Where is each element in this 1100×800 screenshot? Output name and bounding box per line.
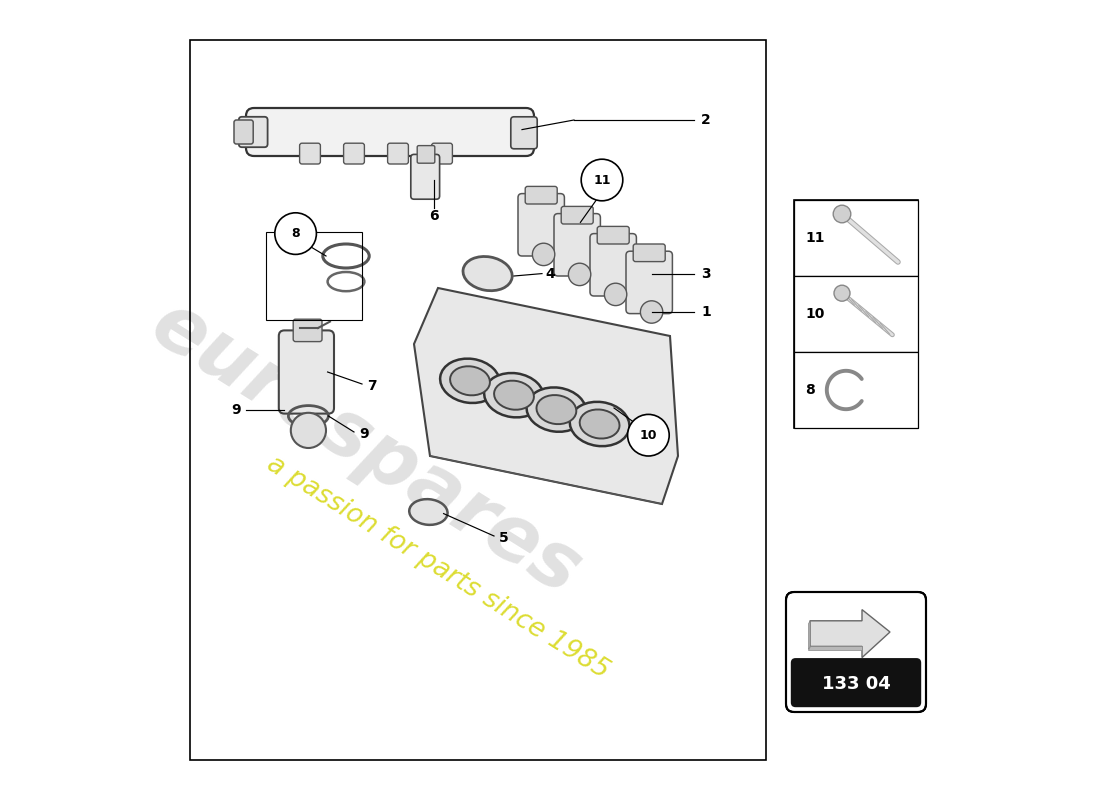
Bar (794, 200, 918, 276)
Bar (794, 200, 918, 428)
Polygon shape (808, 621, 810, 650)
FancyBboxPatch shape (299, 143, 320, 164)
Ellipse shape (570, 402, 629, 446)
FancyBboxPatch shape (246, 108, 534, 156)
Ellipse shape (580, 410, 619, 438)
FancyBboxPatch shape (791, 658, 921, 707)
FancyBboxPatch shape (590, 234, 637, 296)
FancyBboxPatch shape (278, 330, 334, 414)
Text: 1: 1 (701, 305, 711, 319)
Circle shape (581, 159, 623, 201)
Text: a passion for parts since 1985: a passion for parts since 1985 (262, 451, 614, 685)
Text: 8: 8 (805, 383, 815, 397)
Text: 4: 4 (546, 266, 554, 281)
FancyBboxPatch shape (554, 214, 601, 276)
Text: 11: 11 (805, 231, 825, 245)
Circle shape (628, 414, 669, 456)
FancyBboxPatch shape (343, 143, 364, 164)
FancyBboxPatch shape (417, 146, 434, 163)
FancyBboxPatch shape (234, 120, 253, 144)
Text: 11: 11 (593, 174, 611, 186)
Text: 3: 3 (701, 266, 711, 281)
Text: 133 04: 133 04 (822, 675, 890, 694)
FancyBboxPatch shape (786, 592, 926, 712)
Circle shape (833, 206, 850, 222)
Text: eurospares: eurospares (138, 286, 595, 610)
Circle shape (604, 283, 627, 306)
FancyBboxPatch shape (518, 194, 564, 256)
Ellipse shape (484, 373, 543, 418)
Text: 5: 5 (498, 530, 508, 545)
Polygon shape (810, 610, 890, 658)
FancyBboxPatch shape (410, 154, 440, 199)
Bar (190, 40, 766, 760)
Text: 6: 6 (429, 209, 439, 223)
Bar (794, 352, 918, 428)
Text: 9: 9 (232, 402, 241, 417)
Bar (794, 276, 918, 352)
Polygon shape (414, 288, 678, 504)
Text: 10: 10 (640, 429, 657, 442)
Ellipse shape (450, 366, 490, 395)
Ellipse shape (527, 387, 586, 432)
FancyBboxPatch shape (431, 143, 452, 164)
FancyBboxPatch shape (634, 244, 665, 262)
Text: 7: 7 (367, 378, 377, 393)
Text: 8: 8 (292, 227, 300, 240)
Circle shape (275, 213, 317, 254)
Ellipse shape (440, 358, 499, 403)
Circle shape (569, 263, 591, 286)
Circle shape (640, 301, 663, 323)
Polygon shape (808, 646, 862, 650)
Ellipse shape (409, 499, 448, 525)
Circle shape (290, 413, 326, 448)
Text: 2: 2 (701, 113, 711, 127)
Text: 10: 10 (805, 307, 825, 321)
FancyBboxPatch shape (387, 143, 408, 164)
FancyBboxPatch shape (239, 117, 267, 147)
Ellipse shape (463, 257, 513, 290)
Circle shape (532, 243, 554, 266)
Ellipse shape (494, 381, 534, 410)
FancyBboxPatch shape (561, 206, 593, 224)
FancyBboxPatch shape (510, 117, 537, 149)
FancyBboxPatch shape (597, 226, 629, 244)
Bar (266, 232, 362, 320)
Text: 9: 9 (360, 426, 370, 441)
Ellipse shape (537, 395, 576, 424)
FancyBboxPatch shape (626, 251, 672, 314)
FancyBboxPatch shape (525, 186, 558, 204)
Circle shape (834, 285, 850, 301)
FancyBboxPatch shape (294, 319, 322, 342)
